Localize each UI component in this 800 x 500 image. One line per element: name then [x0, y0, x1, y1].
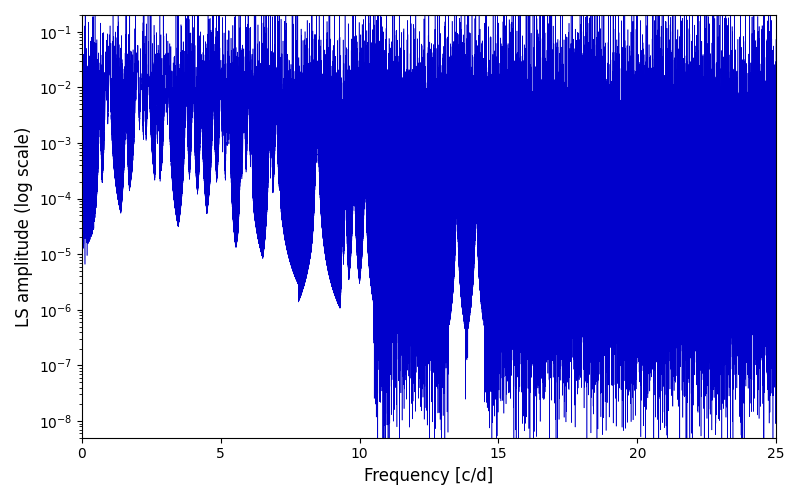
- Y-axis label: LS amplitude (log scale): LS amplitude (log scale): [15, 126, 33, 326]
- X-axis label: Frequency [c/d]: Frequency [c/d]: [364, 467, 494, 485]
